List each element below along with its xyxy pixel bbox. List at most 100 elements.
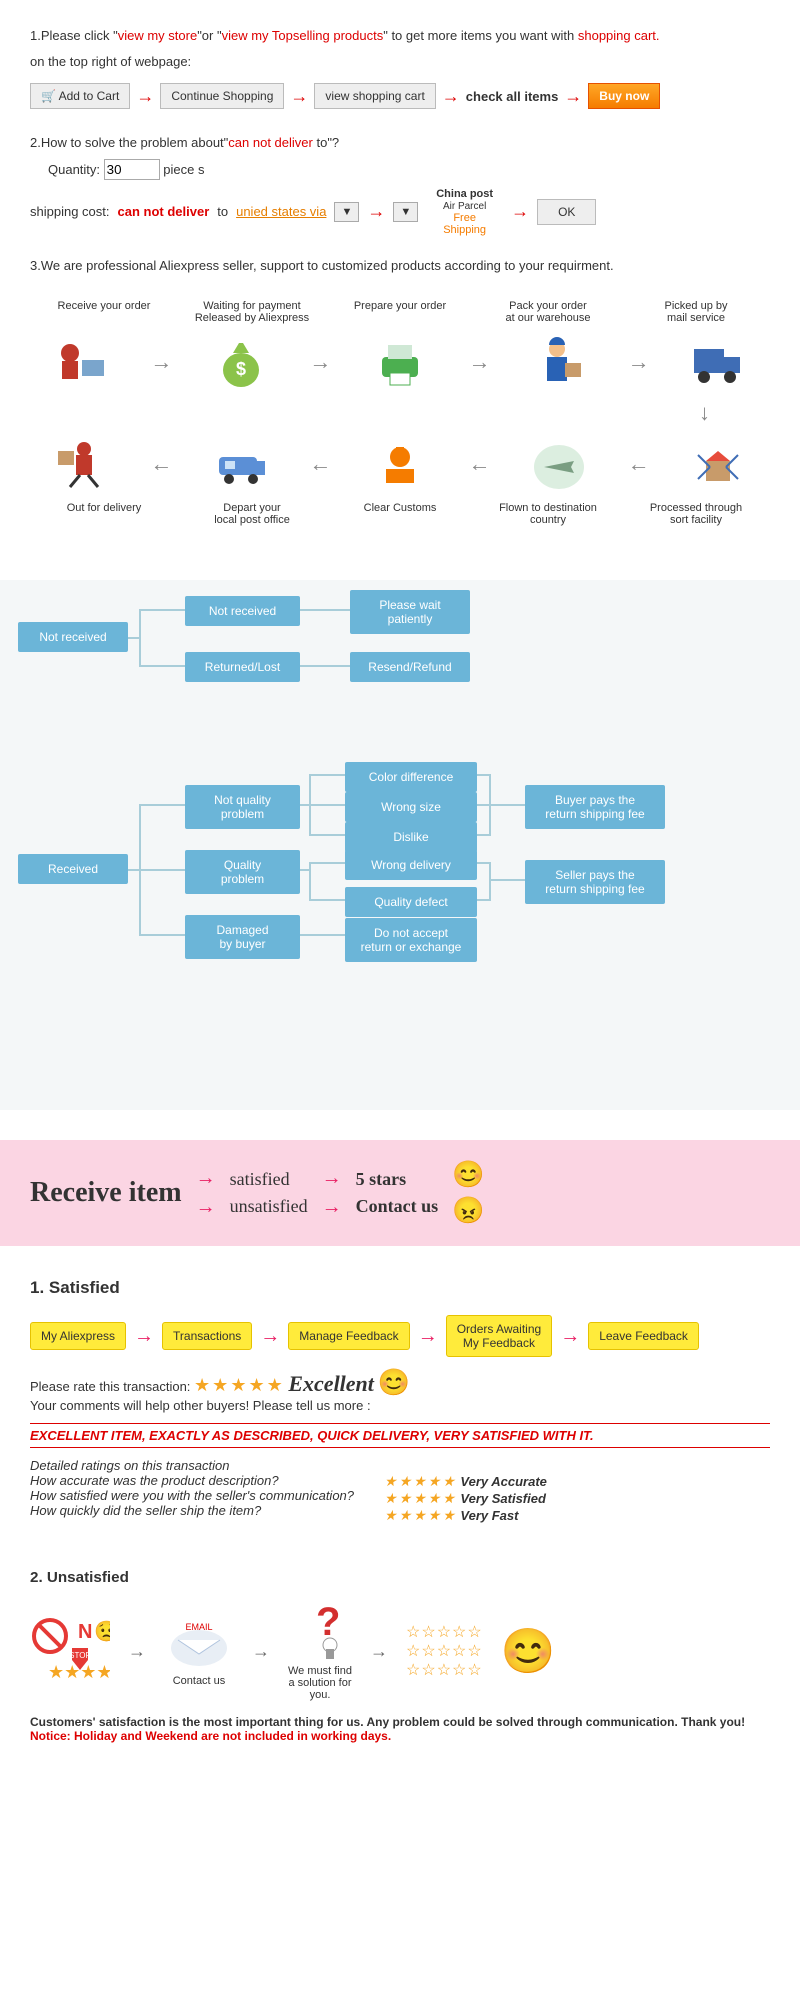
node: Seller pays the return shipping fee xyxy=(525,860,665,904)
step-button[interactable]: Leave Feedback xyxy=(588,1322,699,1350)
buy-now-button[interactable]: Buy now xyxy=(588,83,660,109)
check-items-text: check all items xyxy=(466,89,559,104)
node: Not quality problem xyxy=(185,785,300,829)
t: Very Accurate xyxy=(460,1474,546,1489)
arrow-icon: → xyxy=(511,201,529,222)
printer-icon xyxy=(365,332,435,392)
link-cart[interactable]: shopping cart. xyxy=(578,28,660,43)
heading: 1. Satisfied xyxy=(30,1278,770,1298)
node: Color difference xyxy=(345,762,477,792)
arrow-icon: → xyxy=(322,1167,342,1190)
delivery-person-icon xyxy=(47,434,117,494)
t: China post xyxy=(436,188,493,200)
arrow-icon: → xyxy=(370,1641,388,1662)
dropdown-icon[interactable]: ▼ xyxy=(334,202,359,222)
footer-notice: Notice: Holiday and Weekend are not incl… xyxy=(30,1729,391,1743)
t: satisfied xyxy=(230,1169,308,1190)
arrow-icon: → xyxy=(134,1325,154,1348)
arrow-icon: → xyxy=(196,1167,216,1190)
t: 5 stars xyxy=(356,1169,439,1190)
node: Do not accept return or exchange xyxy=(345,918,477,962)
arrow-icon: → xyxy=(150,349,172,375)
ok-button[interactable]: OK xyxy=(537,199,596,225)
stars-icon: ★★★★★ xyxy=(384,1473,457,1489)
arrow-icon: → xyxy=(260,1325,280,1348)
continue-button[interactable]: Continue Shopping xyxy=(160,83,284,109)
unsatisfied-section: 2. Unsatisfied N😟STOP★★★★ → EMAIL Contac… xyxy=(0,1539,800,1758)
title: Receive item xyxy=(30,1177,182,1209)
qty-input[interactable] xyxy=(104,159,160,180)
svg-text:?: ? xyxy=(316,1601,340,1644)
t: Please rate this transaction: xyxy=(30,1379,190,1394)
step: Out for delivery xyxy=(37,502,170,526)
t: We must find a solution for you. xyxy=(288,1665,352,1701)
stars-grid: ☆☆☆☆☆☆☆☆☆☆☆☆☆☆☆ xyxy=(406,1623,483,1681)
arrow-icon: → xyxy=(196,1196,216,1219)
node: Received xyxy=(18,854,128,884)
arrow-icon: → xyxy=(290,86,308,107)
arrow-icon: → xyxy=(252,1641,270,1662)
t: Free Shipping xyxy=(443,212,486,236)
arrow-icon: ← xyxy=(469,451,491,477)
button-row: 🛒 Add to Cart → Continue Shopping → view… xyxy=(30,83,770,109)
arrow-icon: → xyxy=(367,201,385,222)
smile-icon: 😊 xyxy=(378,1367,410,1397)
step: Depart your local post office xyxy=(185,502,318,526)
node: Damaged by buyer xyxy=(185,915,300,959)
step: Waiting for payment Released by Aliexpre… xyxy=(185,300,318,324)
ship-link[interactable]: unied states via xyxy=(236,204,326,219)
arrow-icon: ← xyxy=(150,451,172,477)
arrow-icon: → xyxy=(442,86,460,107)
arrow-icon: → xyxy=(469,349,491,375)
arrow-icon: → xyxy=(136,86,154,107)
person-computer-icon xyxy=(47,332,117,392)
node: Returned/Lost xyxy=(185,652,300,682)
link-store[interactable]: view my store xyxy=(118,28,197,43)
arrow-icon: ← xyxy=(628,451,650,477)
step-button[interactable]: Orders Awaiting My Feedback xyxy=(446,1315,553,1357)
node: Quality defect xyxy=(345,887,477,917)
step: Processed through sort facility xyxy=(629,502,762,526)
email-icon: EMAIL Contact us xyxy=(164,1616,234,1687)
arrow-icon: → xyxy=(564,86,582,107)
step: Pack your order at our warehouse xyxy=(481,300,614,324)
t: Very Fast xyxy=(460,1508,518,1523)
node: Wrong delivery xyxy=(345,850,477,880)
arrow-icon: → xyxy=(309,349,331,375)
node: Please wait patiently xyxy=(350,590,470,634)
order-flow: Receive your order Waiting for payment R… xyxy=(30,300,770,526)
step-button[interactable]: Transactions xyxy=(162,1322,252,1350)
dropdown-icon[interactable]: ▼ xyxy=(393,202,418,222)
view-cart-button[interactable]: view shopping cart xyxy=(314,83,435,109)
decision-tree: Not received Not received Returned/Lost … xyxy=(0,580,800,1110)
big-smile-icon: 😊 xyxy=(501,1625,556,1677)
t: unsatisfied xyxy=(230,1196,308,1217)
step-button[interactable]: Manage Feedback xyxy=(288,1322,409,1350)
node: Not received xyxy=(185,596,300,626)
t: "or " xyxy=(197,28,221,43)
warehouse-worker-icon xyxy=(524,332,594,392)
truck-icon xyxy=(683,332,753,392)
node: Resend/Refund xyxy=(350,652,470,682)
svg-text:STOP: STOP xyxy=(69,1651,91,1660)
arrow-icon: → xyxy=(418,1325,438,1348)
t: Contact us xyxy=(173,1675,226,1687)
step: Flown to destination country xyxy=(481,502,614,526)
link-top[interactable]: view my Topselling products xyxy=(222,28,384,43)
svg-text:😟: 😟 xyxy=(94,1620,110,1643)
node: Not received xyxy=(18,622,128,652)
svg-text:$: $ xyxy=(236,359,246,379)
no-icon: N😟STOP★★★★ xyxy=(30,1616,110,1686)
step-button[interactable]: My Aliexpress xyxy=(30,1322,126,1350)
airplane-icon xyxy=(524,434,594,494)
heading: 2. Unsatisfied xyxy=(30,1569,770,1586)
t: can not deliver xyxy=(228,135,313,150)
t: " to get more items you want with xyxy=(383,28,578,43)
question-icon: ? We must find a solution for you. xyxy=(288,1601,352,1701)
t: How satisfied were you with the seller's… xyxy=(30,1488,354,1503)
add-to-cart-button[interactable]: 🛒 Add to Cart xyxy=(30,83,130,109)
review-text: EXCELLENT ITEM, EXACTLY AS DESCRIBED, QU… xyxy=(30,1423,770,1448)
smile-icon: 😊 xyxy=(452,1160,484,1190)
receive-item-bar: Receive item →→ satisfiedunsatisfied →→ … xyxy=(0,1140,800,1246)
t: to"? xyxy=(313,135,339,150)
